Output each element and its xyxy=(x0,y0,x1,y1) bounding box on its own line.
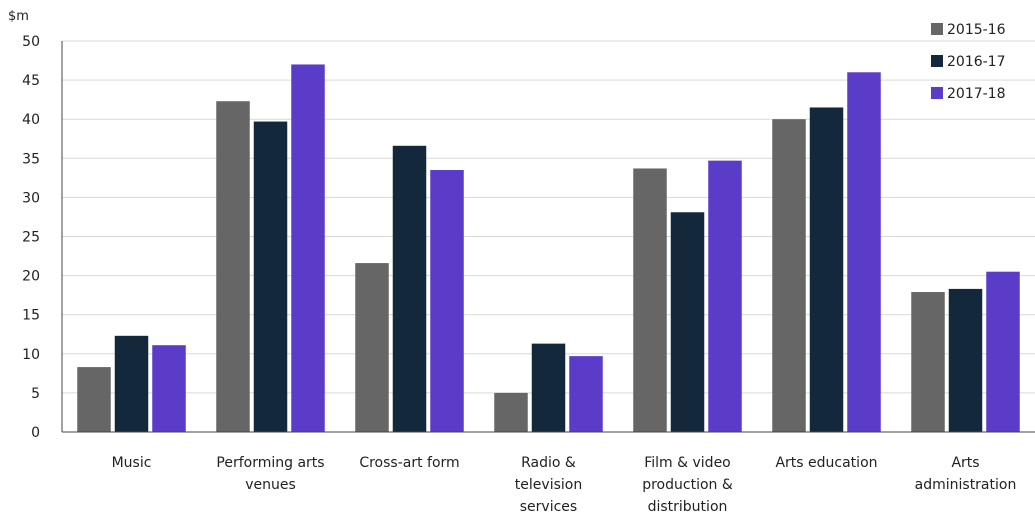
bar xyxy=(531,343,566,432)
y-tick-label: 25 xyxy=(22,230,40,246)
legend-swatch xyxy=(931,23,943,35)
bar xyxy=(291,64,325,433)
legend: 2015-16 2016-17 2017-18 xyxy=(931,22,1006,102)
legend-label: 2017-18 xyxy=(947,86,1006,102)
axes: 0 5 10 15 20 25 30 35 40 45 50 Music Performing arts… xyxy=(22,34,1035,515)
bar xyxy=(809,107,844,432)
bar xyxy=(77,367,111,432)
legend-swatch xyxy=(931,55,943,67)
legend-swatch xyxy=(931,87,943,99)
y-tick-label: 15 xyxy=(22,308,40,324)
x-category-label: Arts education xyxy=(775,455,877,471)
bar xyxy=(253,121,288,433)
bar xyxy=(911,292,945,432)
bar xyxy=(430,170,464,432)
legend-label: 2016-17 xyxy=(947,54,1006,70)
bar xyxy=(569,356,603,432)
legend-label: 2015-16 xyxy=(947,22,1006,38)
bar xyxy=(847,72,881,432)
bar xyxy=(392,145,427,432)
y-tick-label: 5 xyxy=(31,386,40,402)
bar xyxy=(355,263,389,432)
x-category-label: Arts administration xyxy=(915,455,1017,493)
x-category-label: Performing arts venues xyxy=(216,455,324,493)
bar xyxy=(708,160,742,432)
x-category-label: Music xyxy=(112,455,152,471)
bar xyxy=(948,288,983,432)
x-category-label: Film & video production & distribution xyxy=(642,455,733,515)
bar xyxy=(114,335,149,432)
bar xyxy=(216,101,250,433)
bar xyxy=(670,212,705,432)
bar xyxy=(986,271,1020,432)
grid-lines xyxy=(62,40,1035,394)
x-category-label: Radio & television services xyxy=(515,455,582,515)
bar xyxy=(494,392,528,432)
y-tick-label: 0 xyxy=(31,425,40,441)
bar xyxy=(633,168,667,432)
y-tick-label: 30 xyxy=(22,190,40,206)
y-tick-label: 45 xyxy=(22,73,40,89)
y-tick-label: 35 xyxy=(22,151,40,167)
y-tick-label: 10 xyxy=(22,347,40,363)
bar xyxy=(772,119,806,432)
x-category-label: Cross-art form xyxy=(359,455,459,471)
y-tick-label: 50 xyxy=(22,34,40,50)
bar xyxy=(152,345,186,432)
y-tick-label: 20 xyxy=(22,269,40,285)
y-tick-label: 40 xyxy=(22,112,40,128)
bars xyxy=(77,64,1020,433)
y-axis-unit-label: $m xyxy=(8,9,29,24)
